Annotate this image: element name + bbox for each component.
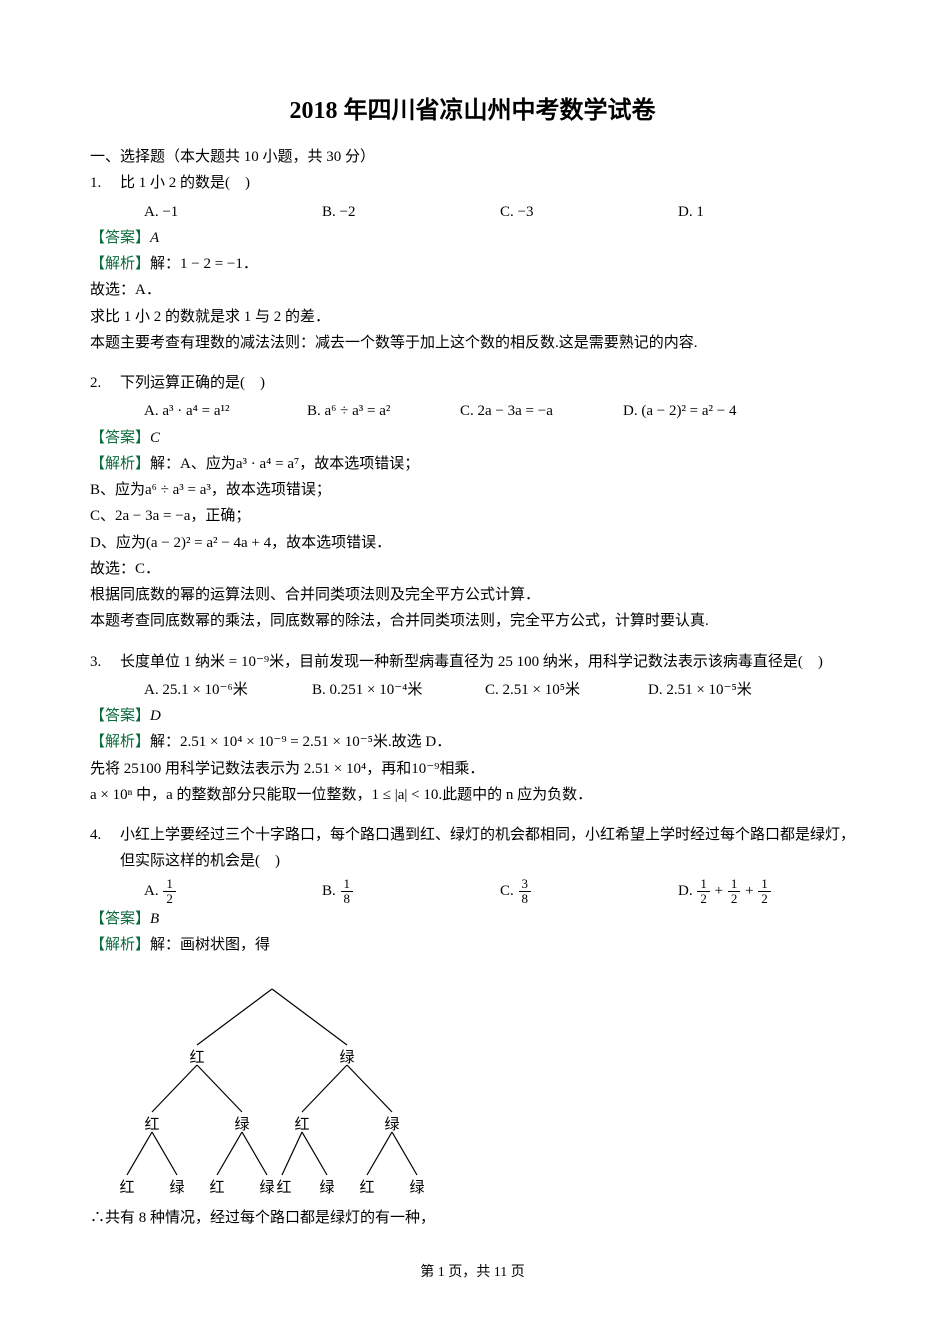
tree-l3a: 红 xyxy=(115,1175,139,1201)
q1-line1: 故选：A． xyxy=(90,277,855,303)
answer-label: 【答案】 xyxy=(90,911,150,927)
q1-options: A. −1 B. −2 C. −3 D. 1 xyxy=(144,199,855,225)
q4-opt-c: C. 38 xyxy=(500,877,670,907)
answer-label: 【答案】 xyxy=(90,230,150,246)
q2-analysis: 【解析】解：A、应为a³ · a⁴ = a⁷，故本选项错误； xyxy=(90,451,855,477)
q2-line5: 根据同底数的幂的运算法则、合并同类项法则及完全平方公式计算． xyxy=(90,582,855,608)
q3-ana-text: 解：2.51 × 10⁴ × 10⁻⁹ = 2.51 × 10⁻⁵米.故选 D． xyxy=(150,734,451,750)
q1-line3: 本题主要考查有理数的减法法则：减去一个数等于加上这个数的相反数.这是需要熟记的内… xyxy=(90,330,855,356)
tree-l3c: 红 xyxy=(205,1175,229,1201)
q2-line6: 本题考查同底数幂的乘法，同底数幂的除法，合并同类项法则，完全平方公式，计算时要认… xyxy=(90,608,855,634)
q4-opt-a: A. 12 xyxy=(144,877,314,907)
tree-l3f: 绿 xyxy=(315,1175,339,1201)
tree-l2a: 红 xyxy=(140,1112,164,1138)
opt-d-label: D. xyxy=(678,883,696,899)
q2-line1: B、应为a⁶ ÷ a³ = a³，故本选项错误； xyxy=(90,477,855,503)
tree-l3g: 红 xyxy=(355,1175,379,1201)
q2-options: A. a³ · a⁴ = a¹² B. a⁶ ÷ a³ = a² C. 2a −… xyxy=(144,398,855,424)
q2-ana-text: 解：A、应为a³ · a⁴ = a⁷，故本选项错误； xyxy=(150,456,419,472)
q3-opt-a: A. 25.1 × 10⁻⁶米 xyxy=(144,677,304,703)
q2-opt-c: C. 2a − 3a = −a xyxy=(460,398,615,424)
q4-text: 小红上学要经过三个十字路口，每个路口遇到红、绿灯的机会都相同，小红希望上学时经过… xyxy=(120,822,855,875)
q2-opt-a: A. a³ · a⁴ = a¹² xyxy=(144,398,299,424)
tree-l3e: 红 xyxy=(272,1175,296,1201)
q1-opt-d: D. 1 xyxy=(678,199,704,225)
q2-line2: C、2a − 3a = −a，正确； xyxy=(90,503,855,529)
question-2: 2. 下列运算正确的是( ) A. a³ · a⁴ = a¹² B. a⁶ ÷ … xyxy=(90,370,855,635)
page-title: 2018 年四川省凉山州中考数学试卷 xyxy=(90,90,855,132)
q1-opt-c: C. −3 xyxy=(500,199,670,225)
tree-l1-red: 红 xyxy=(185,1045,209,1071)
q3-options: A. 25.1 × 10⁻⁶米 B. 0.251 × 10⁻⁴米 C. 2.51… xyxy=(144,677,855,703)
q1-line2: 求比 1 小 2 的数就是求 1 与 2 的差． xyxy=(90,304,855,330)
q3-answer-value: D xyxy=(150,708,161,724)
q2-line4: 故选：C． xyxy=(90,556,855,582)
page-footer: 第 1 页，共 11 页 xyxy=(90,1261,855,1286)
q4-ana-text: 解：画树状图，得 xyxy=(150,937,270,953)
analysis-label: 【解析】 xyxy=(90,456,150,472)
tree-l1-green: 绿 xyxy=(335,1045,359,1071)
q4-opt-b: B. 18 xyxy=(322,877,492,907)
q3-analysis: 【解析】解：2.51 × 10⁴ × 10⁻⁹ = 2.51 × 10⁻⁵米.故… xyxy=(90,729,855,755)
question-4: 4. 小红上学要经过三个十字路口，每个路口遇到红、绿灯的机会都相同，小红希望上学… xyxy=(90,822,855,1231)
q1-opt-a: A. −1 xyxy=(144,199,314,225)
answer-label: 【答案】 xyxy=(90,708,150,724)
opt-a-label: A. xyxy=(144,883,162,899)
tree-l2d: 绿 xyxy=(380,1112,404,1138)
answer-label: 【答案】 xyxy=(90,430,150,446)
q2-opt-b: B. a⁶ ÷ a³ = a² xyxy=(307,398,452,424)
q2-opt-d: D. (a − 2)² = a² − 4 xyxy=(623,398,737,424)
tree-lines xyxy=(90,967,490,1197)
tree-diagram: 红 绿 红 绿 红 绿 红 绿 红 绿 红 绿 红 绿 xyxy=(90,967,490,1197)
q1-analysis: 【解析】解：1 − 2 = −1． xyxy=(90,251,855,277)
q3-answer: 【答案】D xyxy=(90,703,855,729)
q2-text: 下列运算正确的是( ) xyxy=(120,370,855,396)
q1-number: 1. xyxy=(90,170,120,196)
q2-answer-value: C xyxy=(150,430,160,446)
section-heading: 一、选择题（本大题共 10 小题，共 30 分） xyxy=(90,144,855,170)
analysis-label: 【解析】 xyxy=(90,734,150,750)
opt-c-label: C. xyxy=(500,883,518,899)
opt-b-label: B. xyxy=(322,883,340,899)
q1-opt-b: B. −2 xyxy=(322,199,492,225)
q4-opt-d: D. 12 + 12 + 12 xyxy=(678,877,772,907)
q3-opt-d: D. 2.51 × 10⁻⁵米 xyxy=(648,677,752,703)
q3-opt-c: C. 2.51 × 10⁵米 xyxy=(485,677,640,703)
q4-answer: 【答案】B xyxy=(90,906,855,932)
q1-answer-value: A xyxy=(150,230,159,246)
q4-number: 4. xyxy=(90,822,120,875)
q3-line1: 先将 25100 用科学记数法表示为 2.51 × 10⁴，再和10⁻⁹相乘． xyxy=(90,756,855,782)
q1-text: 比 1 小 2 的数是( ) xyxy=(120,170,855,196)
tree-l2b: 绿 xyxy=(230,1112,254,1138)
q3-text: 长度单位 1 纳米 = 10⁻⁹米，目前发现一种新型病毒直径为 25 100 纳… xyxy=(120,649,855,675)
q2-line3: D、应为(a − 2)² = a² − 4a + 4，故本选项错误． xyxy=(90,530,855,556)
q4-analysis: 【解析】解：画树状图，得 xyxy=(90,932,855,958)
tree-l3b: 绿 xyxy=(165,1175,189,1201)
analysis-label: 【解析】 xyxy=(90,937,150,953)
q1-answer: 【答案】A xyxy=(90,225,855,251)
q3-number: 3. xyxy=(90,649,120,675)
q3-line2: a × 10ⁿ 中，a 的整数部分只能取一位整数，1 ≤ |a| < 10.此题… xyxy=(90,782,855,808)
tree-l2c: 红 xyxy=(290,1112,314,1138)
analysis-label: 【解析】 xyxy=(90,256,150,272)
q4-after-tree: ∴共有 8 种情况，经过每个路口都是绿灯的有一种， xyxy=(90,1205,855,1231)
question-3: 3. 长度单位 1 纳米 = 10⁻⁹米，目前发现一种新型病毒直径为 25 10… xyxy=(90,649,855,809)
q2-answer: 【答案】C xyxy=(90,425,855,451)
q2-number: 2. xyxy=(90,370,120,396)
q4-options: A. 12 B. 18 C. 38 D. 12 + 12 + 12 xyxy=(144,877,855,907)
q1-ana-text: 解：1 − 2 = −1． xyxy=(150,256,258,272)
question-1: 1. 比 1 小 2 的数是( ) A. −1 B. −2 C. −3 D. 1… xyxy=(90,170,855,356)
page: 2018 年四川省凉山州中考数学试卷 一、选择题（本大题共 10 小题，共 30… xyxy=(0,0,945,1325)
tree-l3h: 绿 xyxy=(405,1175,429,1201)
q4-answer-value: B xyxy=(150,911,159,927)
q3-opt-b: B. 0.251 × 10⁻⁴米 xyxy=(312,677,477,703)
